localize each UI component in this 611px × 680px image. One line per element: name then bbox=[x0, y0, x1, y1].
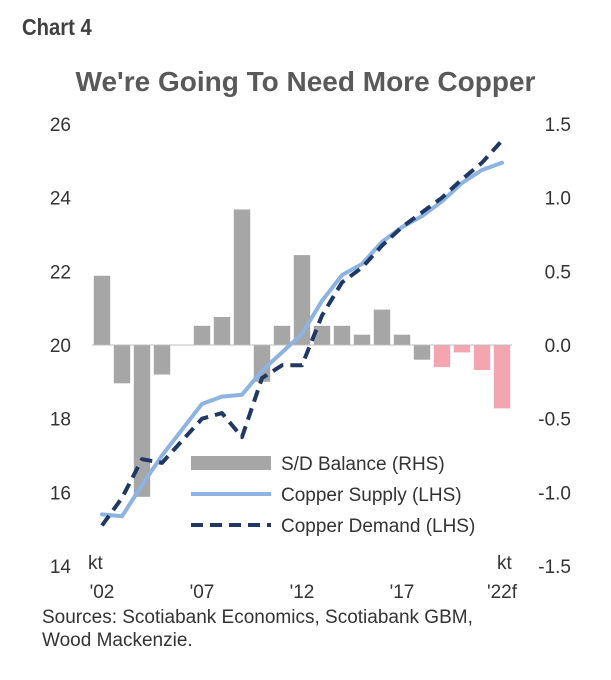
left-tick-label: 24 bbox=[50, 189, 72, 210]
x-axis-ticks: '02 '07 '12 '17 '22f bbox=[90, 582, 518, 600]
balance-bar bbox=[233, 209, 251, 345]
balance-bar bbox=[453, 345, 471, 353]
source-line: Wood Mackenzie. bbox=[42, 630, 193, 651]
chart-label: Chart 4 bbox=[22, 14, 92, 40]
right-axis-ticks: -1.5 -1.0 -0.5 0.0 0.5 1.0 1.5 bbox=[538, 115, 571, 578]
x-tick-label: '12 bbox=[290, 582, 315, 600]
legend-swatch-balance bbox=[191, 456, 271, 470]
chart-title: We're Going To Need More Copper bbox=[75, 66, 536, 97]
left-tick-label: 22 bbox=[50, 262, 71, 283]
right-axis-unit: kt bbox=[497, 553, 513, 574]
right-tick-label: 0.5 bbox=[545, 262, 571, 283]
x-tick-label: '07 bbox=[190, 582, 215, 600]
left-tick-label: 26 bbox=[50, 115, 71, 136]
source-line: Sources: Scotiabank Economics, Scotiaban… bbox=[42, 607, 473, 628]
balance-bar bbox=[393, 334, 411, 345]
balance-bar bbox=[193, 325, 211, 345]
balance-bar bbox=[413, 345, 431, 360]
bar-series bbox=[93, 209, 511, 497]
left-tick-label: 18 bbox=[50, 410, 71, 431]
right-tick-label: -0.5 bbox=[538, 410, 571, 431]
balance-bar bbox=[433, 345, 451, 368]
balance-bar bbox=[273, 325, 291, 345]
left-tick-label: 14 bbox=[50, 557, 72, 578]
line-series bbox=[100, 139, 504, 527]
legend: S/D Balance (RHS) Copper Supply (LHS) Copp… bbox=[191, 454, 475, 537]
right-tick-label: 1.5 bbox=[545, 115, 571, 136]
source-note: Sources: Scotiabank Economics, Scotiaban… bbox=[42, 606, 473, 652]
balance-bar bbox=[293, 255, 311, 345]
x-tick-label: '02 bbox=[90, 582, 115, 600]
right-tick-label: -1.0 bbox=[538, 483, 571, 504]
demand-line bbox=[100, 139, 504, 527]
balance-bar bbox=[153, 345, 171, 375]
balance-bar bbox=[213, 317, 231, 345]
right-tick-label: 0.0 bbox=[545, 336, 571, 357]
balance-bar bbox=[313, 325, 331, 345]
left-axis-ticks: 14 16 18 20 22 24 26 bbox=[50, 115, 72, 578]
right-tick-label: 1.0 bbox=[545, 189, 571, 210]
left-tick-label: 20 bbox=[50, 336, 71, 357]
legend-label: Copper Supply (LHS) bbox=[281, 485, 462, 506]
balance-bar bbox=[353, 334, 371, 345]
balance-bar bbox=[493, 345, 511, 409]
x-tick-label: '17 bbox=[390, 582, 415, 600]
supply-line bbox=[100, 160, 504, 519]
right-tick-label: -1.5 bbox=[538, 557, 571, 578]
left-tick-label: 16 bbox=[50, 483, 71, 504]
balance-bar bbox=[473, 345, 491, 370]
balance-bar bbox=[113, 345, 131, 384]
legend-label: S/D Balance (RHS) bbox=[281, 454, 445, 475]
balance-bar bbox=[373, 309, 391, 345]
balance-bar bbox=[93, 275, 111, 345]
balance-bar bbox=[333, 325, 351, 345]
left-axis-unit: kt bbox=[88, 553, 104, 574]
x-tick-label: '22f bbox=[487, 582, 518, 600]
legend-label: Copper Demand (LHS) bbox=[281, 516, 475, 537]
